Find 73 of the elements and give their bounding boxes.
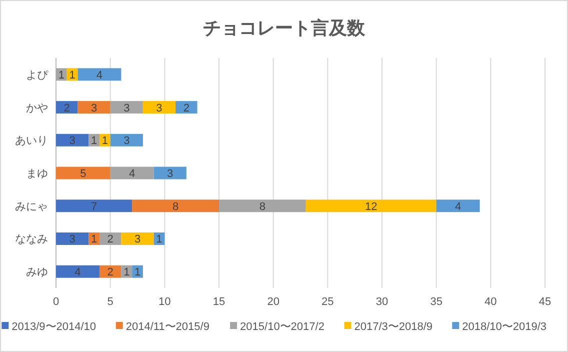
y-tick-label: みゆ [26, 266, 48, 279]
data-label: 2 [107, 266, 114, 279]
data-label: 1 [102, 135, 108, 148]
legend-label: 2018/10〜2019/3 [462, 321, 547, 333]
data-label: 1 [134, 266, 141, 279]
bar [219, 200, 306, 212]
data-label: 2 [107, 234, 114, 246]
data-label: 3 [167, 168, 174, 180]
x-tick-label: 45 [538, 296, 552, 308]
bar [306, 200, 436, 212]
data-label: 2 [64, 102, 70, 114]
data-label: 3 [90, 102, 98, 114]
x-tick-label: 5 [107, 296, 114, 308]
legend-label: 2017/3〜2018/9 [354, 321, 433, 333]
data-label: 3 [156, 102, 162, 114]
bar [78, 68, 122, 81]
data-label: 7 [90, 200, 98, 213]
bar [56, 232, 89, 245]
legend-label: 2015/10〜2017/2 [240, 321, 324, 333]
data-label: 1 [90, 234, 98, 246]
bar [99, 232, 122, 245]
y-tick-label: まゆ [26, 168, 48, 180]
bar [78, 101, 110, 114]
x-tick-label: 20 [267, 296, 280, 308]
x-tick-label: 25 [322, 296, 334, 308]
bar [56, 200, 132, 212]
data-label: 3 [124, 102, 130, 114]
chart-title: チョコレート言及数 [203, 18, 366, 38]
y-tick-label: あいり [15, 135, 48, 148]
data-label: 5 [80, 168, 86, 180]
data-label: 4 [129, 168, 136, 180]
data-label: 3 [124, 135, 130, 148]
y-tick-label: ななみ [15, 234, 48, 246]
bar [110, 166, 154, 180]
data-label: 1 [124, 266, 130, 279]
bar [110, 134, 143, 146]
data-label: 4 [96, 69, 103, 82]
bar [132, 200, 219, 212]
data-label: 3 [69, 135, 76, 148]
data-label: 4 [455, 200, 462, 213]
bar [121, 232, 154, 245]
bar [99, 265, 122, 278]
bar [56, 134, 89, 146]
x-tick-label: 10 [158, 296, 171, 308]
legend-label: 2013/9〜2014/10 [12, 321, 96, 333]
data-label: 4 [74, 266, 81, 279]
x-tick-label: 0 [52, 296, 60, 308]
data-label: 1 [69, 69, 76, 82]
bar [56, 166, 110, 180]
y-tick-label: みにゃ [15, 200, 48, 213]
x-tick-label: 15 [212, 296, 226, 308]
data-label: 8 [172, 200, 179, 213]
data-label: 2 [183, 102, 190, 114]
data-label: 3 [134, 234, 141, 246]
bar [56, 101, 78, 114]
x-tick-label: 30 [376, 296, 388, 308]
data-label: 1 [58, 69, 64, 82]
x-tick-label: 40 [484, 296, 497, 308]
bar [56, 265, 100, 278]
bar [110, 101, 143, 114]
data-label: 8 [259, 200, 266, 213]
y-tick-label: かや [26, 102, 48, 114]
bar [176, 101, 198, 114]
legend-label: 2014/11〜2015/9 [126, 321, 210, 333]
data-label: 12 [365, 200, 378, 213]
x-tick-label: 35 [430, 296, 442, 308]
data-label: 1 [156, 234, 162, 246]
data-label: 1 [90, 135, 98, 148]
data-label: 3 [69, 234, 76, 246]
bar [154, 166, 186, 180]
bar [142, 101, 176, 114]
y-tick-label: よぴ [26, 69, 49, 82]
bar [436, 200, 480, 212]
